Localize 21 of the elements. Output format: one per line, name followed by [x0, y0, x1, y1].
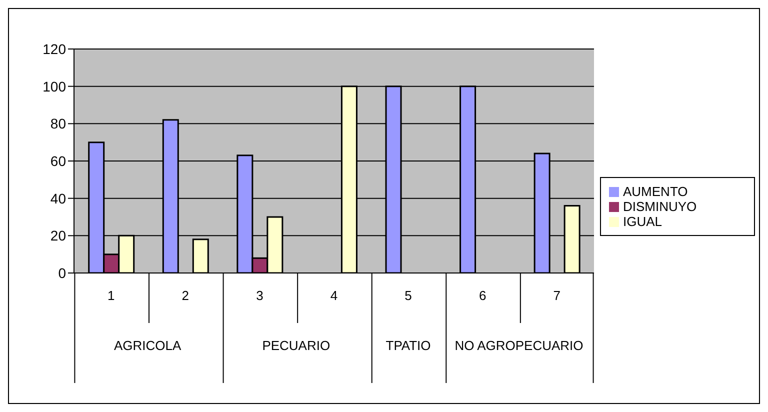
- text: PECUARIO: [262, 338, 330, 353]
- y-tick-label: 100: [42, 78, 66, 94]
- x-tick-label: 4: [330, 288, 338, 303]
- x-tick-label: 6: [478, 288, 486, 303]
- x-tick-label: 7: [553, 288, 560, 303]
- y-tick-label: 0: [58, 264, 66, 281]
- y-tick-label: 80: [50, 116, 66, 132]
- legend-label: DISMINUYO: [623, 198, 697, 214]
- x-tick-label: 1: [108, 288, 115, 303]
- y-tick-label: 60: [50, 152, 66, 169]
- y-tick-label: 120: [42, 40, 66, 57]
- y-tick-label: 20: [50, 228, 66, 244]
- x-tick-label: 2: [182, 288, 190, 303]
- text: TPATIO: [386, 338, 431, 353]
- text: AGRICOLA: [114, 338, 182, 353]
- y-tick-label: 40: [50, 190, 66, 206]
- legend-label: IGUAL: [623, 214, 662, 228]
- text: NO AGROPECUARIO: [454, 338, 584, 353]
- x-tick-label: 3: [256, 288, 264, 303]
- x-tick-label: 5: [404, 288, 412, 303]
- legend-label: AUMENTO: [623, 184, 688, 198]
